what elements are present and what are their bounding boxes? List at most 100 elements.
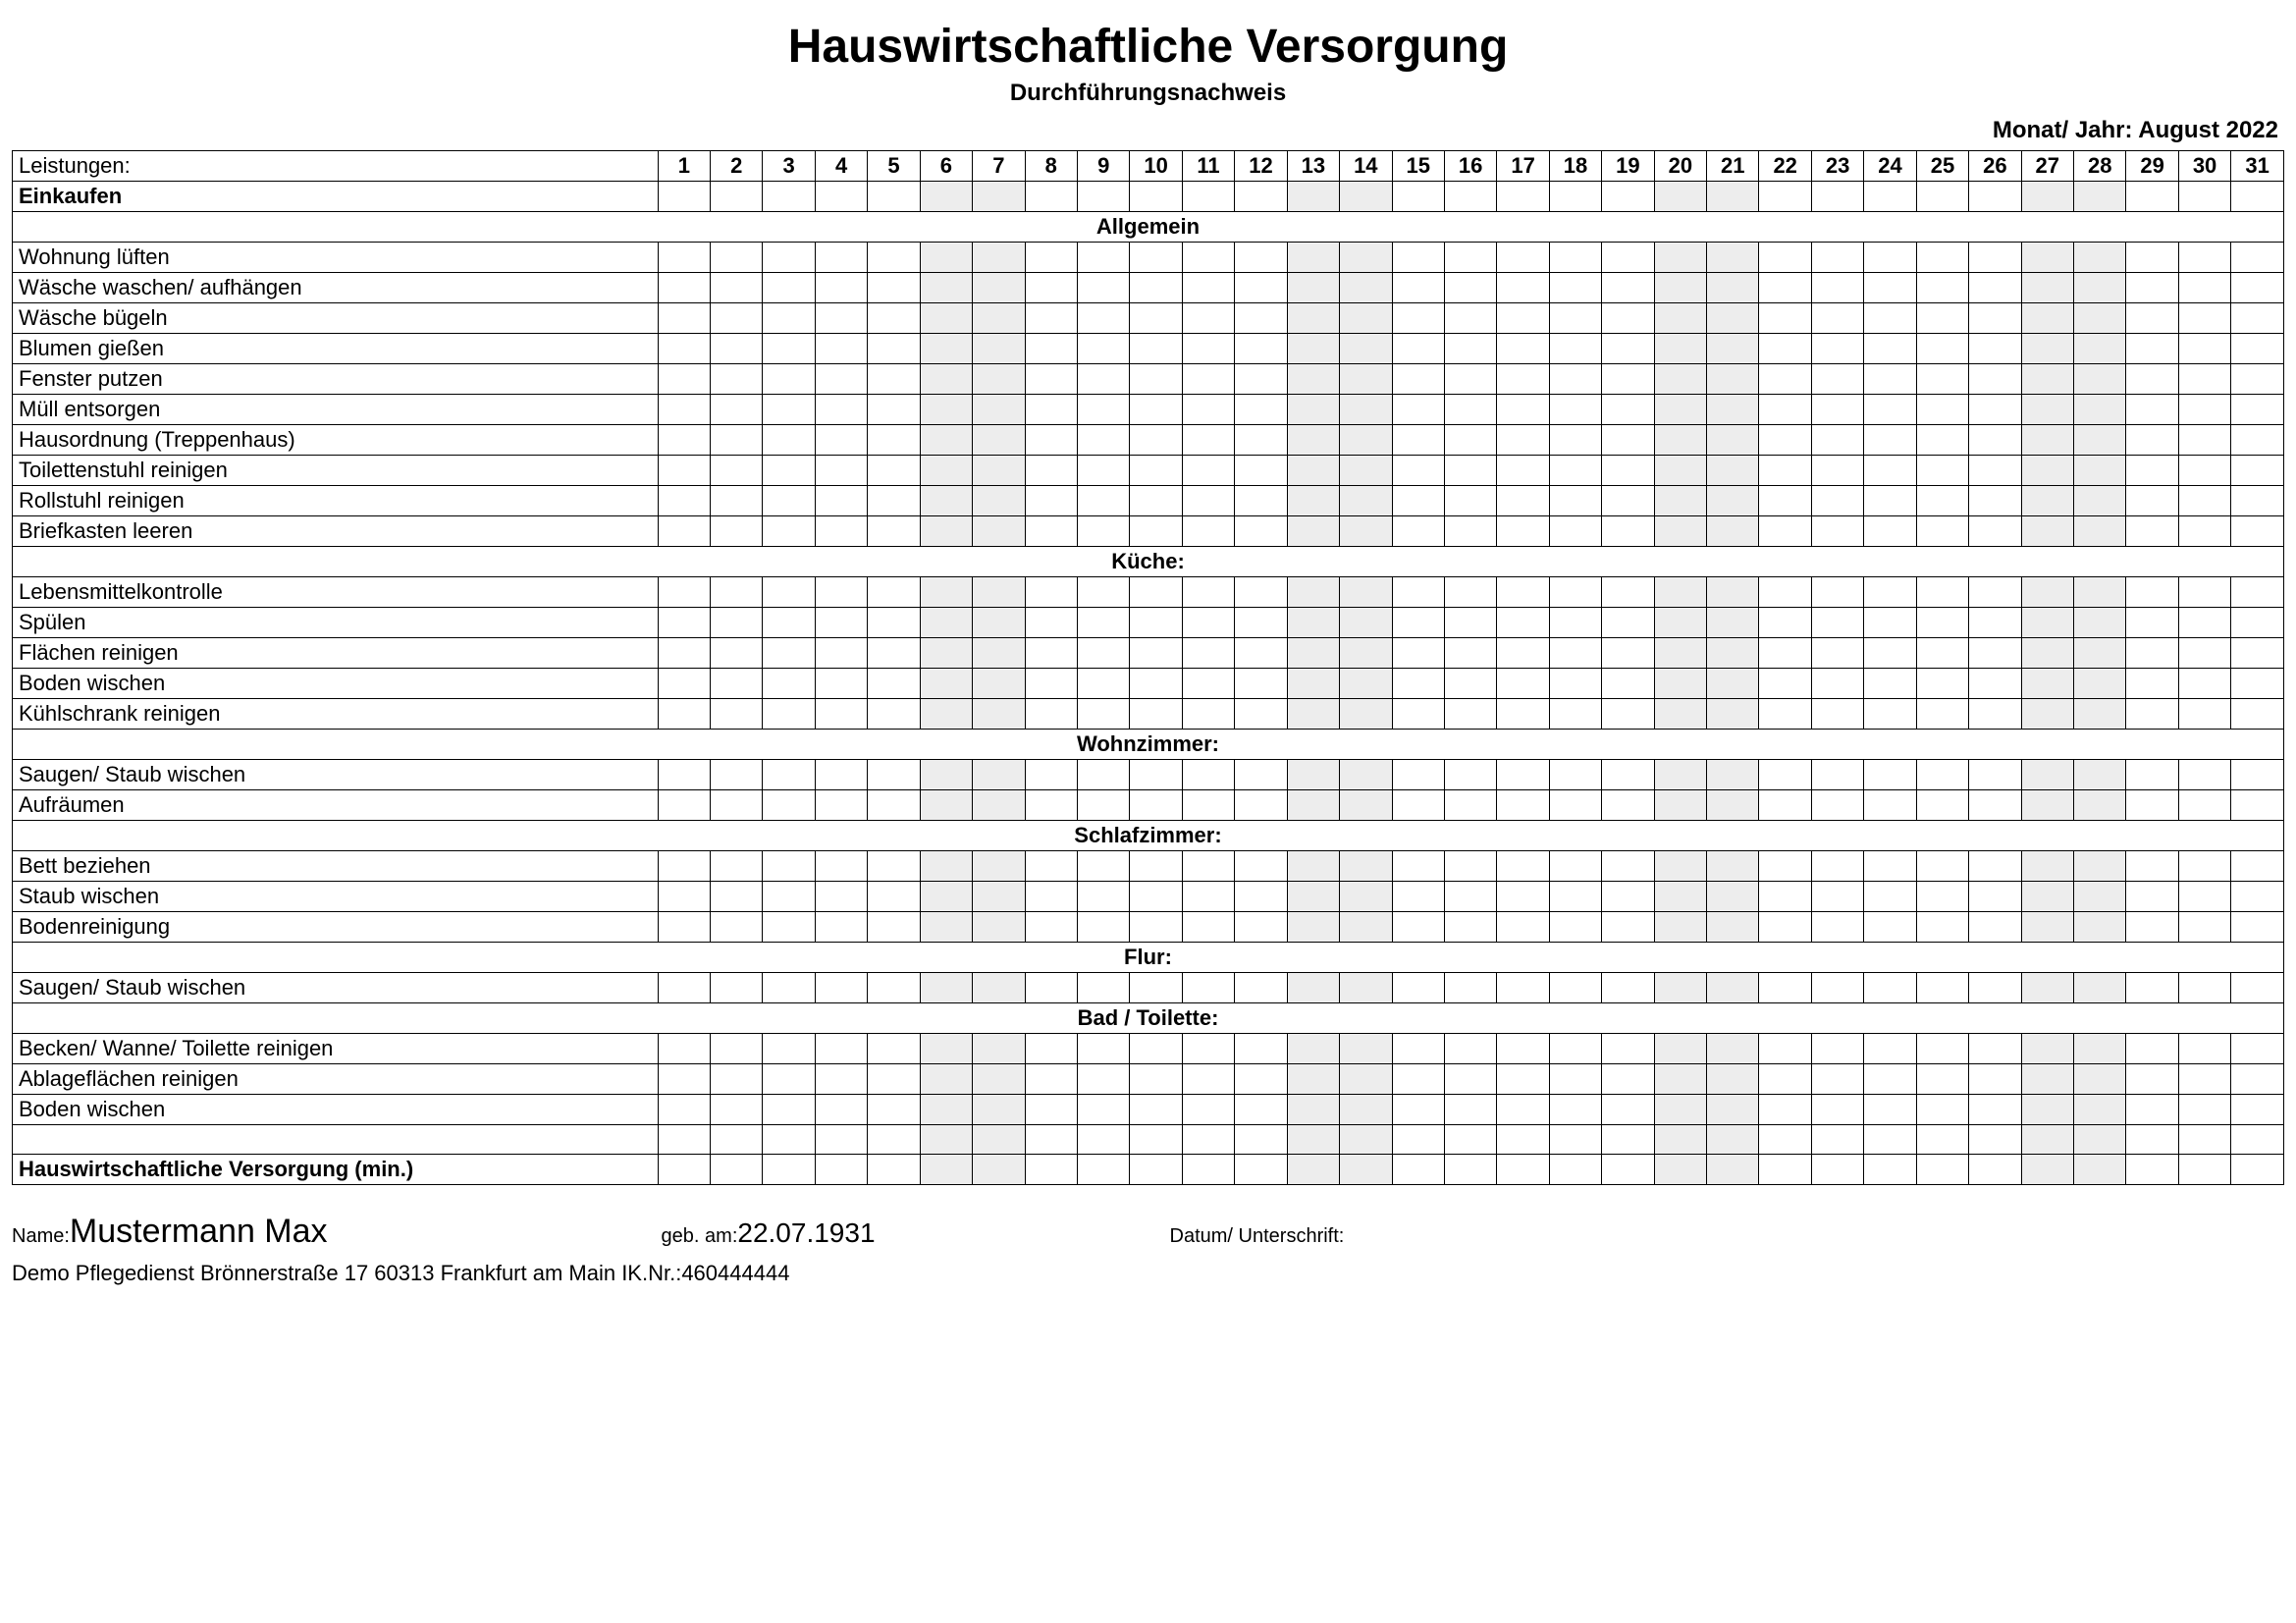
day-cell[interactable] <box>1602 1095 1654 1125</box>
day-cell[interactable] <box>1759 912 1811 943</box>
day-cell[interactable] <box>2074 303 2126 334</box>
day-cell[interactable] <box>1340 1064 1392 1095</box>
day-cell[interactable] <box>2178 760 2230 790</box>
day-cell[interactable] <box>1392 1064 1444 1095</box>
day-cell[interactable] <box>2021 1155 2073 1185</box>
day-cell[interactable] <box>1969 1155 2021 1185</box>
day-cell[interactable] <box>1549 395 1601 425</box>
day-cell[interactable] <box>711 516 763 547</box>
day-cell[interactable] <box>1916 456 1968 486</box>
day-cell[interactable] <box>2178 882 2230 912</box>
day-cell[interactable] <box>763 364 815 395</box>
day-cell[interactable] <box>2021 486 2073 516</box>
day-cell[interactable] <box>1916 760 1968 790</box>
day-cell[interactable] <box>1130 912 1182 943</box>
day-cell[interactable] <box>1130 303 1182 334</box>
day-cell[interactable] <box>920 790 972 821</box>
day-cell[interactable] <box>658 699 710 730</box>
day-cell[interactable] <box>1077 790 1129 821</box>
day-cell[interactable] <box>1916 364 1968 395</box>
day-cell[interactable] <box>2126 456 2178 486</box>
day-cell[interactable] <box>2126 1155 2178 1185</box>
day-cell[interactable] <box>2021 303 2073 334</box>
day-cell[interactable] <box>1654 577 1706 608</box>
day-cell[interactable] <box>1916 334 1968 364</box>
day-cell[interactable] <box>1549 364 1601 395</box>
day-cell[interactable] <box>1916 486 1968 516</box>
day-cell[interactable] <box>1864 790 1916 821</box>
day-cell[interactable] <box>815 425 867 456</box>
day-cell[interactable] <box>763 1155 815 1185</box>
day-cell[interactable] <box>1025 669 1077 699</box>
day-cell[interactable] <box>1235 851 1287 882</box>
day-cell[interactable] <box>1864 395 1916 425</box>
day-cell[interactable] <box>1025 699 1077 730</box>
day-cell[interactable] <box>973 364 1025 395</box>
day-cell[interactable] <box>1654 364 1706 395</box>
day-cell[interactable] <box>1969 577 2021 608</box>
day-cell[interactable] <box>711 395 763 425</box>
day-cell[interactable] <box>2074 608 2126 638</box>
day-cell[interactable] <box>1602 973 1654 1003</box>
day-cell[interactable] <box>1969 790 2021 821</box>
day-cell[interactable] <box>1077 912 1129 943</box>
day-cell[interactable] <box>1130 1095 1182 1125</box>
day-cell[interactable] <box>1549 273 1601 303</box>
day-cell[interactable] <box>1654 790 1706 821</box>
day-cell[interactable] <box>1025 760 1077 790</box>
day-cell[interactable] <box>1602 851 1654 882</box>
day-cell[interactable] <box>1182 425 1234 456</box>
day-cell[interactable] <box>1340 334 1392 364</box>
day-cell[interactable] <box>1182 638 1234 669</box>
day-cell[interactable] <box>1287 456 1339 486</box>
day-cell[interactable] <box>1759 790 1811 821</box>
day-cell[interactable] <box>1864 273 1916 303</box>
day-cell[interactable] <box>658 182 710 212</box>
day-cell[interactable] <box>1549 334 1601 364</box>
day-cell[interactable] <box>973 608 1025 638</box>
day-cell[interactable] <box>1654 1155 1706 1185</box>
day-cell[interactable] <box>1025 882 1077 912</box>
day-cell[interactable] <box>1392 303 1444 334</box>
day-cell[interactable] <box>1287 425 1339 456</box>
day-cell[interactable] <box>1340 303 1392 334</box>
day-cell[interactable] <box>1602 790 1654 821</box>
day-cell[interactable] <box>1549 243 1601 273</box>
day-cell[interactable] <box>973 699 1025 730</box>
day-cell[interactable] <box>2231 182 2284 212</box>
day-cell[interactable] <box>1392 790 1444 821</box>
day-cell[interactable] <box>1392 638 1444 669</box>
day-cell[interactable] <box>1707 425 1759 456</box>
day-cell[interactable] <box>1340 486 1392 516</box>
day-cell[interactable] <box>815 1095 867 1125</box>
day-cell[interactable] <box>1969 486 2021 516</box>
day-cell[interactable] <box>1864 364 1916 395</box>
day-cell[interactable] <box>763 303 815 334</box>
day-cell[interactable] <box>920 273 972 303</box>
day-cell[interactable] <box>1077 699 1129 730</box>
day-cell[interactable] <box>920 364 972 395</box>
day-cell[interactable] <box>868 456 920 486</box>
day-cell[interactable] <box>868 303 920 334</box>
day-cell[interactable] <box>1549 608 1601 638</box>
day-cell[interactable] <box>1182 669 1234 699</box>
day-cell[interactable] <box>1549 577 1601 608</box>
day-cell[interactable] <box>1811 182 1863 212</box>
day-cell[interactable] <box>868 243 920 273</box>
day-cell[interactable] <box>1549 851 1601 882</box>
day-cell[interactable] <box>1654 303 1706 334</box>
day-cell[interactable] <box>1654 699 1706 730</box>
day-cell[interactable] <box>1444 882 1496 912</box>
day-cell[interactable] <box>2126 516 2178 547</box>
day-cell[interactable] <box>1444 973 1496 1003</box>
day-cell[interactable] <box>1130 516 1182 547</box>
day-cell[interactable] <box>2231 882 2284 912</box>
day-cell[interactable] <box>1077 273 1129 303</box>
day-cell[interactable] <box>2178 516 2230 547</box>
day-cell[interactable] <box>1287 760 1339 790</box>
day-cell[interactable] <box>1497 182 1549 212</box>
day-cell[interactable] <box>2126 699 2178 730</box>
day-cell[interactable] <box>1392 395 1444 425</box>
day-cell[interactable] <box>2178 425 2230 456</box>
day-cell[interactable] <box>711 182 763 212</box>
